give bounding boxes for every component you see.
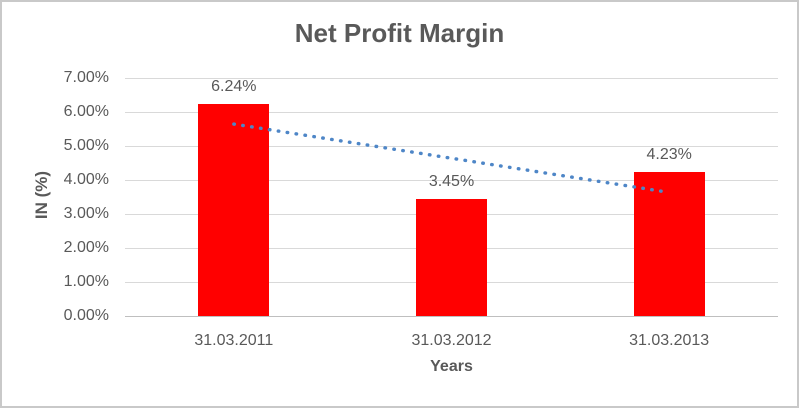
bar: [416, 198, 487, 316]
gridline: [125, 77, 778, 79]
y-tick-label: 3.00%: [63, 205, 109, 222]
plot-area: 6.24% 3.45% 4.23%: [125, 77, 778, 317]
y-tick-label: 4.00%: [63, 171, 109, 188]
x-axis-title: Years: [430, 358, 473, 375]
data-label: 6.24%: [211, 77, 257, 95]
x-tick-label: 31.03.2011: [194, 332, 274, 349]
y-tick-label: 0.00%: [63, 307, 109, 324]
trendline: [232, 122, 671, 195]
y-axis-ticks: 0.00% 1.00% 2.00% 3.00% 4.00% 5.00% 6.00% 7.00%: [2, 2, 109, 406]
y-tick-label: 2.00%: [63, 239, 109, 256]
gridline: [125, 111, 778, 113]
x-axis-line: [125, 315, 778, 317]
bar: [633, 172, 705, 316]
x-tick-label: 31.03.2012: [411, 332, 492, 349]
y-tick-label: 7.00%: [63, 69, 109, 86]
trendline-path: [232, 122, 671, 195]
gridline: [125, 145, 778, 147]
y-tick-label: 5.00%: [63, 137, 109, 154]
chart-title: Net Profit Margin: [294, 18, 505, 48]
y-tick-label: 6.00%: [63, 103, 109, 120]
x-tick-label: 31.03.2013: [629, 332, 710, 349]
bar: [198, 103, 270, 316]
gridline: [125, 179, 778, 181]
data-label: 4.23%: [646, 146, 692, 164]
y-tick-label: 1.00%: [63, 273, 109, 290]
data-label: 3.45%: [428, 172, 475, 190]
